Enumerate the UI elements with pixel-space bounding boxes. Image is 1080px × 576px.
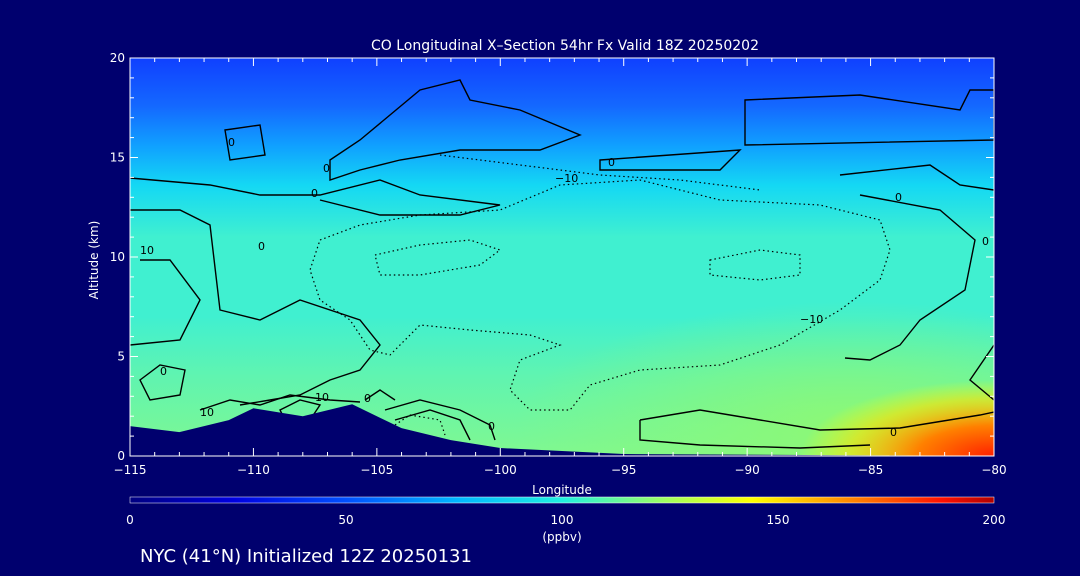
contour-line-0-surface-right (639, 409, 994, 431)
contour-line-0-upper-mid (329, 79, 582, 181)
contour-line-0-right-descending (839, 164, 994, 361)
contour-label-0-c: 0 (311, 187, 318, 200)
contour-label-0-a: 0 (228, 136, 235, 149)
contour-label-neg10-b: −10 (800, 313, 823, 326)
y-tick-label: 0 (117, 449, 125, 463)
contour-line-neg10-inner-b (709, 249, 801, 281)
dotted-contour-lines (309, 154, 891, 436)
colorbar-tick-label: 100 (551, 513, 574, 527)
contour-label-10-c: 10 (315, 391, 329, 404)
x-tick-label: −85 (858, 463, 883, 477)
contour-label-0-g: 0 (982, 235, 989, 248)
contour-line-0-upper-left (224, 124, 266, 161)
y-tick-label: 15 (110, 151, 125, 165)
x-tick-label: −80 (981, 463, 1006, 477)
y-tick-label: 10 (110, 250, 125, 264)
contour-line-0-mid-right (599, 149, 742, 171)
contour-line-0-surface-mid (639, 420, 871, 449)
contour-line-0-lower-mid (130, 259, 201, 346)
contour-label-neg10-a: −10 (555, 172, 578, 185)
x-axis: −115 −110 −105 −100 −95 −90 −85 −80 (114, 58, 1007, 477)
y-axis-label: Altitude (km) (87, 221, 101, 300)
terrain-mask (130, 404, 994, 456)
colorbar-tick-label: 0 (126, 513, 134, 527)
x-axis-label: Longitude (532, 483, 592, 497)
x-tick-label: −105 (360, 463, 393, 477)
contour-label-0-f: 0 (895, 191, 902, 204)
contour-line-10-hump-right (384, 399, 496, 441)
contour-label-10-a: 10 (140, 244, 154, 257)
colorbar (129, 496, 995, 504)
contour-label-0-d: 0 (258, 240, 265, 253)
y-axis: 0 5 10 15 20 (110, 51, 994, 463)
contour-label-0-b: 0 (323, 162, 330, 175)
contour-line-0-top-right (744, 89, 994, 146)
x-tick-label: −90 (734, 463, 759, 477)
contour-label-0-i: 0 (364, 392, 371, 405)
x-tick-label: −110 (237, 463, 270, 477)
colorbar-tick-label: 200 (983, 513, 1006, 527)
contour-line-neg10-inner-a (374, 239, 502, 276)
contour-label-0-j: 0 (488, 420, 495, 433)
x-tick-label: −115 (114, 463, 147, 477)
chart-title: CO Longitudinal X–Section 54hr Fx Valid … (371, 38, 759, 54)
colorbar-ticks: 0 50 100 150 200 (126, 513, 1005, 527)
contour-label-0-h: 0 (160, 365, 167, 378)
colorbar-tick-label: 50 (338, 513, 353, 527)
contour-line-10-hump-left (199, 394, 361, 411)
contour-line-neg10-hump (394, 414, 446, 436)
x-tick-label: −100 (484, 463, 517, 477)
colorbar-tick-label: 150 (767, 513, 790, 527)
y-tick-label: 5 (117, 350, 125, 364)
contour-line-neg10-large (309, 179, 891, 411)
contour-line-0-band-12km (130, 209, 381, 406)
colorbar-unit: (ppbv) (542, 530, 581, 544)
y-tick-label: 20 (110, 51, 125, 65)
contour-label-0-e: 0 (608, 156, 615, 169)
contour-labels: 0 0 0 0 0 0 0 0 0 0 0 −10 −10 10 10 10 (140, 136, 989, 439)
contour-label-10-b: 10 (200, 406, 214, 419)
x-tick-label: −95 (611, 463, 636, 477)
co-field (130, 58, 994, 456)
contour-line-0-terrain-right (364, 389, 396, 401)
contour-label-0-k: 0 (890, 426, 897, 439)
contour-line-0-lower-left (139, 364, 186, 401)
footer-caption: NYC (41°N) Initialized 12Z 20250131 (140, 546, 472, 567)
